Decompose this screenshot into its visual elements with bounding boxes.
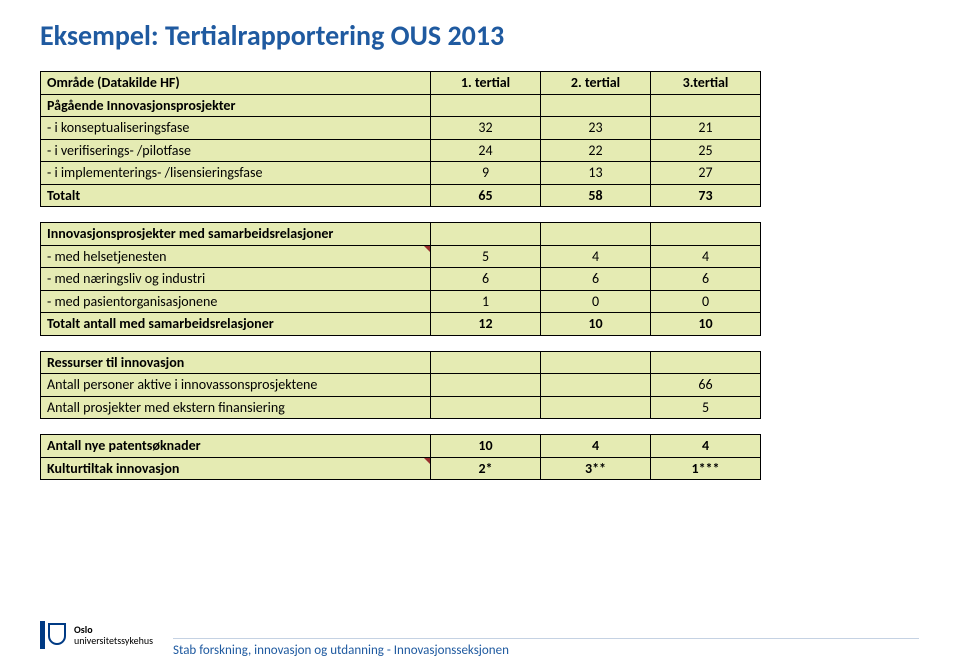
cell: 13 (541, 162, 651, 185)
row-label: - med helsetjenesten (41, 245, 431, 268)
cell: 23 (541, 117, 651, 140)
section-title: Pågående Innovasjonsprosjekter (41, 94, 431, 117)
table-total-row: Totalt 65 58 73 (41, 184, 761, 207)
cell: 0 (541, 290, 651, 313)
table-row: Antall personer aktive i innovassonspros… (41, 374, 761, 397)
table-total-row: Totalt antall med samarbeidsrelasjoner 1… (41, 313, 761, 336)
cell: 12 (431, 313, 541, 336)
footer: Oslo universitetssykehus Stab forskning,… (40, 621, 919, 649)
section-header: Pågående Innovasjonsprosjekter (41, 94, 761, 117)
cell: 24 (431, 139, 541, 162)
cell: 10 (431, 435, 541, 458)
table-row: Antall nye patentsøknader 10 4 4 (41, 435, 761, 458)
cell (431, 396, 541, 419)
footer-divider: Stab forskning, innovasjon og utdanning … (173, 638, 919, 639)
row-label: - i verifiserings- /pilotfase (41, 139, 431, 162)
cell: 25 (651, 139, 761, 162)
footer-text: Stab forskning, innovasjon og utdanning … (173, 643, 509, 658)
table-row: Antall prosjekter med ekstern finansieri… (41, 396, 761, 419)
cell (541, 374, 651, 397)
cell: 65 (431, 184, 541, 207)
logo-text: Oslo universitetssykehus (74, 624, 153, 646)
logo: Oslo universitetssykehus (40, 621, 153, 649)
cell: 4 (651, 245, 761, 268)
spacer (41, 419, 761, 435)
table-row: - med næringsliv og industri 6 6 6 (41, 268, 761, 291)
cell: 73 (651, 184, 761, 207)
row-label: - i implementerings- /lisensieringsfase (41, 162, 431, 185)
section-title: Innovasjonsprosjekter med samarbeidsrela… (41, 223, 431, 246)
col-header-area: Område (Datakilde HF) (41, 72, 431, 95)
col-header-t3: 3.tertial (651, 72, 761, 95)
page-title: Eksempel: Tertialrapportering OUS 2013 (40, 18, 919, 53)
cell: 22 (541, 139, 651, 162)
spacer (41, 335, 761, 351)
cell: 10 (541, 313, 651, 336)
section-header: Innovasjonsprosjekter med samarbeidsrela… (41, 223, 761, 246)
cell: 1 (431, 290, 541, 313)
table-header-row: Område (Datakilde HF) 1. tertial 2. tert… (41, 72, 761, 95)
section-title: Ressurser til innovasjon (41, 351, 431, 374)
report-table: Område (Datakilde HF) 1. tertial 2. tert… (40, 71, 761, 480)
row-label: Kulturtiltak innovasjon (41, 457, 431, 480)
cell: 32 (431, 117, 541, 140)
row-label: Totalt (41, 184, 431, 207)
col-header-t2: 2. tertial (541, 72, 651, 95)
cell: 5 (651, 396, 761, 419)
table-row: - i verifiserings- /pilotfase 24 22 25 (41, 139, 761, 162)
table-row: - i konseptualiseringsfase 32 23 21 (41, 117, 761, 140)
table-row: - med pasientorganisasjonene 1 0 0 (41, 290, 761, 313)
cell: 6 (541, 268, 651, 291)
cell: 10 (651, 313, 761, 336)
row-label: Antall nye patentsøknader (41, 435, 431, 458)
cell: 27 (651, 162, 761, 185)
cell: 9 (431, 162, 541, 185)
cell: 21 (651, 117, 761, 140)
row-label: - i konseptualiseringsfase (41, 117, 431, 140)
spacer (41, 207, 761, 223)
cell: 3** (541, 457, 651, 480)
cell: 6 (651, 268, 761, 291)
row-label: Totalt antall med samarbeidsrelasjoner (41, 313, 431, 336)
row-label: - med pasientorganisasjonene (41, 290, 431, 313)
cell: 1*** (651, 457, 761, 480)
cell: 4 (541, 435, 651, 458)
row-label: - med næringsliv og industri (41, 268, 431, 291)
section-header: Ressurser til innovasjon (41, 351, 761, 374)
cell: 4 (651, 435, 761, 458)
cell (541, 396, 651, 419)
row-label: Antall personer aktive i innovassonspros… (41, 374, 431, 397)
logo-crest-icon (40, 621, 68, 649)
cell: 4 (541, 245, 651, 268)
col-header-t1: 1. tertial (431, 72, 541, 95)
row-label: Antall prosjekter med ekstern finansieri… (41, 396, 431, 419)
cell (431, 374, 541, 397)
cell: 2* (431, 457, 541, 480)
cell: 0 (651, 290, 761, 313)
cell: 5 (431, 245, 541, 268)
table-row: Kulturtiltak innovasjon 2* 3** 1*** (41, 457, 761, 480)
cell: 6 (431, 268, 541, 291)
cell: 58 (541, 184, 651, 207)
table-row: - i implementerings- /lisensieringsfase … (41, 162, 761, 185)
table-row: - med helsetjenesten 5 4 4 (41, 245, 761, 268)
cell: 66 (651, 374, 761, 397)
